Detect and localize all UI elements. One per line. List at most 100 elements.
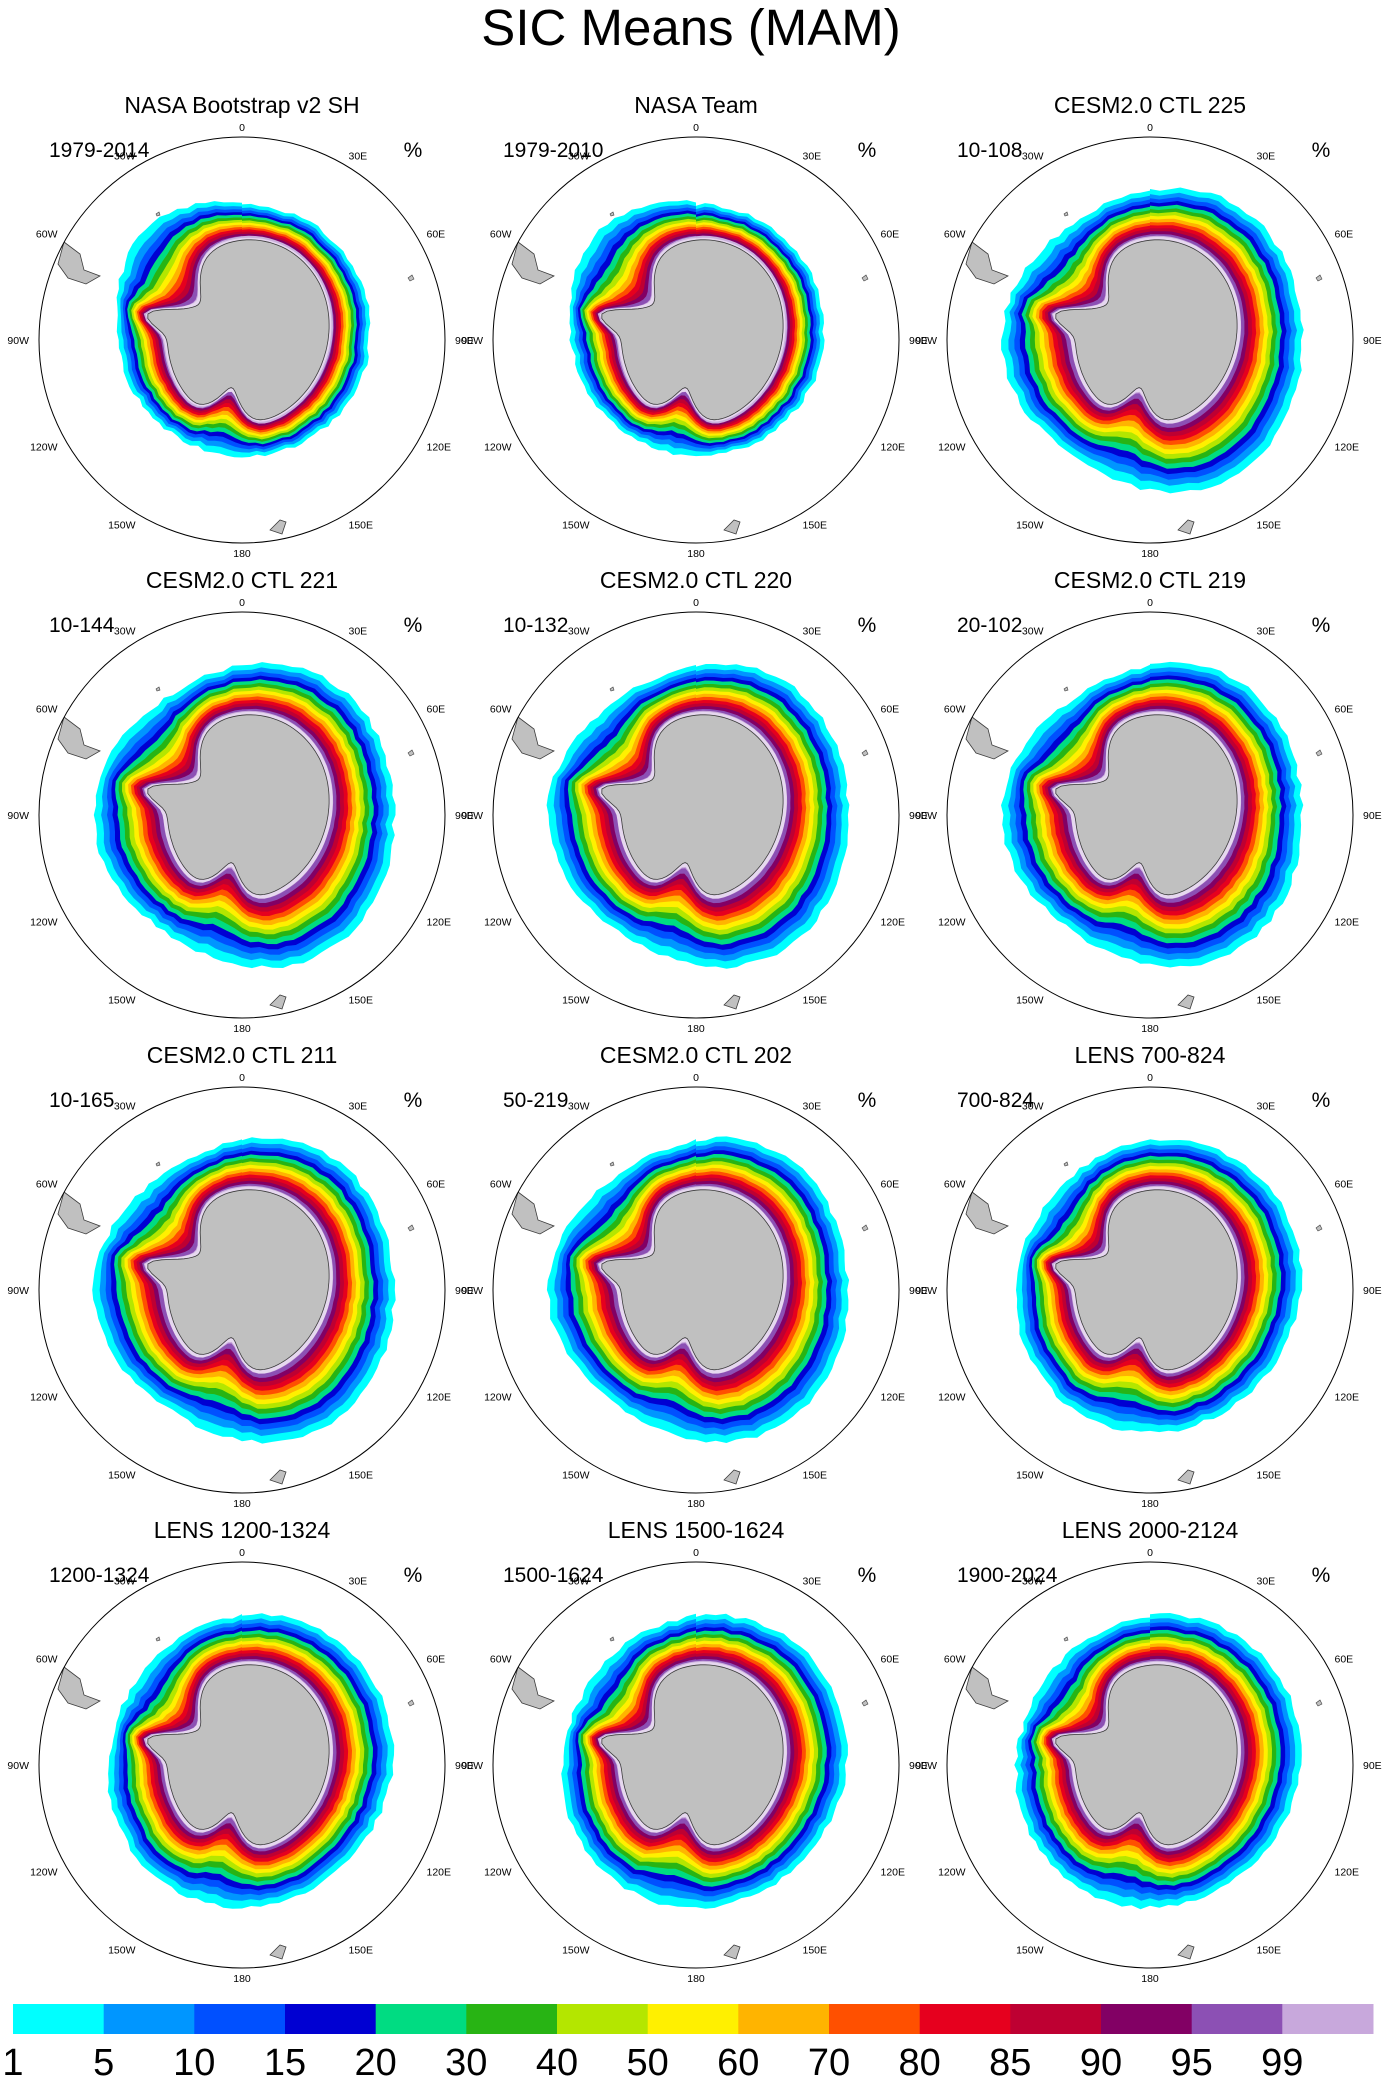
longitude-label: 90W xyxy=(915,335,937,347)
kerguelen-landmass xyxy=(407,749,415,757)
antarctica-landmass xyxy=(601,714,784,896)
panel-period: 10-132 xyxy=(503,614,568,637)
longitude-label: 120W xyxy=(30,1867,58,1879)
colorbar-swatch xyxy=(375,2004,467,2034)
map-panel: NASA Bootstrap v2 SH 1979-2014 % 0 30E 60E 90E… xyxy=(7,92,473,560)
longitude-label: 60E xyxy=(427,1179,446,1191)
panel-period: 700-824 xyxy=(957,1089,1034,1112)
longitude-label: 150E xyxy=(1257,1945,1282,1957)
map-panel: LENS 700-824 700-824 % 0 30E 60E 90E 120E 150E 18… xyxy=(915,1042,1381,1510)
longitude-label: 120E xyxy=(1335,1867,1360,1879)
longitude-label: 90W xyxy=(7,810,29,822)
longitude-label: 180 xyxy=(1141,548,1159,560)
longitude-label: 120W xyxy=(484,1392,512,1404)
longitude-label: 90E xyxy=(1363,1760,1382,1772)
longitude-label: 90W xyxy=(915,810,937,822)
longitude-label: 180 xyxy=(233,1498,251,1510)
map-panel: CESM2.0 CTL 202 50-219 % 0 30E 60E 90E 120E 150E… xyxy=(461,1042,927,1510)
colorbar-swatch xyxy=(466,2004,558,2034)
longitude-label: 60W xyxy=(36,704,58,716)
longitude-label: 90W xyxy=(461,1760,483,1772)
south-georgia-landmass xyxy=(1063,211,1069,217)
south-america-landmass xyxy=(965,716,1009,760)
colorbar-tick-label: 85 xyxy=(989,2042,1031,2082)
south-georgia-landmass xyxy=(1063,1161,1069,1167)
antarctica-landmass xyxy=(1055,1664,1238,1846)
longitude-label: 30W xyxy=(568,626,590,638)
longitude-label: 180 xyxy=(687,1498,705,1510)
panel-period: 1900-2024 xyxy=(957,1564,1058,1587)
south-georgia-landmass xyxy=(155,686,161,692)
longitude-label: 150W xyxy=(562,520,590,532)
new-zealand-landmass xyxy=(1177,994,1195,1010)
kerguelen-landmass xyxy=(1315,274,1323,282)
longitude-label: 90E xyxy=(909,335,928,347)
longitude-label: 90W xyxy=(7,1760,29,1772)
south-america-landmass xyxy=(57,716,101,760)
panel-unit: % xyxy=(1312,1564,1331,1587)
longitude-label: 90E xyxy=(909,1760,928,1772)
longitude-label: 30W xyxy=(114,1576,136,1588)
panel-unit: % xyxy=(858,139,877,162)
south-america-landmass xyxy=(965,1191,1009,1235)
longitude-label: 90E xyxy=(1363,1285,1382,1297)
longitude-label: 120W xyxy=(30,1392,58,1404)
kerguelen-landmass xyxy=(407,274,415,282)
polar-map xyxy=(39,1562,445,1968)
antarctica-landmass xyxy=(147,239,330,421)
new-zealand-landmass xyxy=(269,994,287,1010)
panel-period: 10-108 xyxy=(957,139,1022,162)
colorbar-swatch xyxy=(194,2004,286,2034)
longitude-label: 0 xyxy=(1147,122,1153,134)
longitude-label: 120W xyxy=(484,1867,512,1879)
new-zealand-landmass xyxy=(723,1944,741,1960)
longitude-label: 150W xyxy=(562,995,590,1007)
longitude-label: 30W xyxy=(1022,1101,1044,1113)
longitude-label: 90W xyxy=(461,1285,483,1297)
longitude-label: 60E xyxy=(1335,1179,1354,1191)
south-georgia-landmass xyxy=(609,686,615,692)
map-panel: CESM2.0 CTL 211 10-165 % 0 30E 60E 90E 120E 150E… xyxy=(7,1042,473,1510)
longitude-label: 120W xyxy=(484,442,512,454)
panel-period: 20-102 xyxy=(957,614,1022,637)
panel-period: 1979-2014 xyxy=(49,139,150,162)
longitude-label: 90W xyxy=(461,810,483,822)
longitude-label: 180 xyxy=(687,548,705,560)
longitude-label: 30W xyxy=(568,1101,590,1113)
longitude-label: 60W xyxy=(944,229,966,241)
kerguelen-landmass xyxy=(861,749,869,757)
longitude-label: 30E xyxy=(1257,1101,1276,1113)
kerguelen-landmass xyxy=(407,1224,415,1232)
panel-title: CESM2.0 CTL 219 xyxy=(1054,567,1246,593)
south-america-landmass xyxy=(57,1191,101,1235)
south-georgia-landmass xyxy=(1063,686,1069,692)
antarctica-landmass xyxy=(1055,1189,1238,1371)
polar-map xyxy=(493,612,899,1018)
panel-title: NASA Team xyxy=(634,92,758,118)
antarctica-landmass xyxy=(601,1664,784,1846)
south-america-landmass xyxy=(57,1666,101,1710)
south-america-landmass xyxy=(57,241,101,285)
longitude-label: 0 xyxy=(239,122,245,134)
longitude-label: 30E xyxy=(1257,626,1276,638)
map-boundary xyxy=(492,1561,900,1969)
panel-period: 10-165 xyxy=(49,1089,114,1112)
longitude-label: 90E xyxy=(455,1760,474,1772)
longitude-label: 120W xyxy=(484,917,512,929)
longitude-label: 150W xyxy=(108,520,136,532)
kerguelen-landmass xyxy=(1315,1699,1323,1707)
longitude-label: 150E xyxy=(1257,520,1282,532)
longitude-label: 150W xyxy=(1016,1945,1044,1957)
longitude-label: 150E xyxy=(1257,1470,1282,1482)
longitude-label: 180 xyxy=(233,1973,251,1985)
longitude-label: 150W xyxy=(108,1945,136,1957)
longitude-label: 150E xyxy=(349,520,374,532)
kerguelen-landmass xyxy=(861,1224,869,1232)
polar-map xyxy=(947,1562,1353,1968)
longitude-label: 60E xyxy=(1335,1654,1354,1666)
new-zealand-landmass xyxy=(723,994,741,1010)
longitude-label: 120E xyxy=(1335,1392,1360,1404)
longitude-label: 0 xyxy=(693,1072,699,1084)
longitude-label: 150E xyxy=(1257,995,1282,1007)
